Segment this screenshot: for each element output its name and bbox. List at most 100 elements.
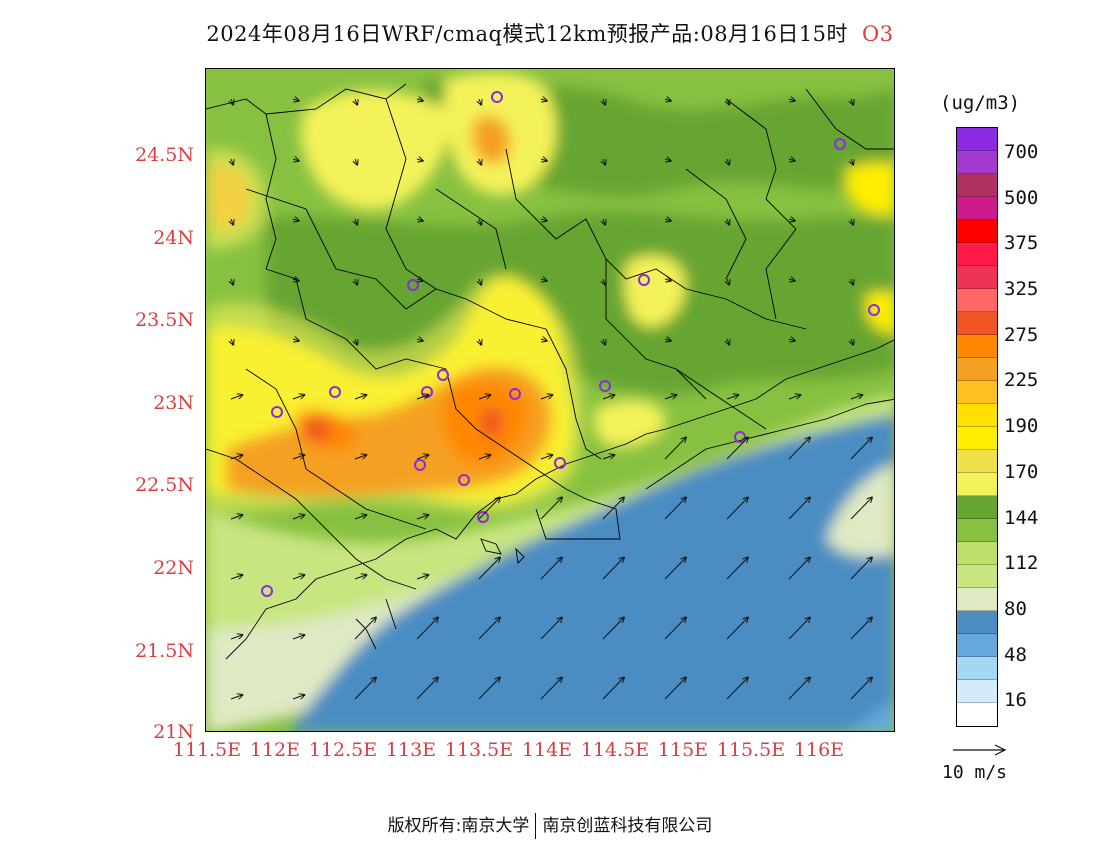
wind-vector: [540, 498, 562, 520]
legend-label: 500: [1004, 187, 1039, 209]
lat-label: 23N: [153, 392, 194, 414]
legend-label: 170: [1004, 461, 1039, 483]
legend-swatch: [957, 289, 997, 312]
wind-vector: [726, 558, 748, 580]
legend-swatch: [957, 519, 997, 542]
wind-vector: [850, 498, 872, 520]
wind-vector: [664, 395, 676, 400]
wind-vector: [416, 515, 428, 520]
wind-vector: [788, 558, 810, 580]
wind-vector: [292, 575, 304, 580]
field-yellow-east: [624, 255, 686, 327]
wind-vector: [851, 278, 853, 285]
coastline: [225, 339, 894, 660]
wind-vector: [727, 218, 729, 225]
wind-vector: [292, 279, 299, 281]
wind-vector: [603, 338, 605, 345]
lat-label: 24N: [153, 227, 194, 249]
map-panel[interactable]: [205, 68, 895, 732]
wind-vector: [602, 395, 614, 400]
wind-vector: [602, 618, 624, 640]
color-legend: [956, 127, 998, 727]
legend-label: 275: [1004, 324, 1039, 346]
legend-swatch: [957, 128, 997, 151]
lon-label: 114.5E: [580, 739, 650, 761]
wind-vector: [231, 98, 233, 105]
wind-vector: [664, 438, 686, 460]
wind-vector: [788, 279, 795, 281]
wind-vector: [726, 498, 748, 520]
wind-vector: [230, 575, 242, 580]
field-red-spot-2: [479, 408, 504, 438]
wind-vector: [664, 99, 671, 101]
wind-vector: [354, 395, 366, 400]
site-marker: [477, 511, 489, 523]
wind-vector: [479, 278, 481, 285]
wind-vector: [540, 219, 547, 221]
wind-vector: [354, 515, 366, 520]
wind-vector: [540, 455, 552, 460]
wind-vector: [478, 455, 490, 460]
wind-vector: [540, 279, 547, 281]
wind-vector: [603, 158, 605, 165]
wind-vector: [788, 395, 800, 400]
legend-swatch: [957, 358, 997, 381]
legend-label: 190: [1004, 415, 1039, 437]
lat-label: 21N: [153, 721, 194, 743]
wind-vector: [850, 438, 872, 460]
wind-vector: [788, 99, 795, 101]
wind-vector: [664, 618, 686, 640]
field-yellow-north: [300, 90, 449, 210]
wind-vector: [726, 678, 748, 700]
legend-label: 225: [1004, 369, 1039, 391]
legend-label: 325: [1004, 278, 1039, 300]
title-species: O3: [862, 22, 894, 46]
field-yellow-se: [594, 400, 666, 448]
wind-vector: [416, 159, 423, 161]
lat-label: 24.5N: [135, 144, 194, 166]
lat-label: 22N: [153, 557, 194, 579]
title-text: 2024年08月16日WRF/cmaq模式12km预报产品:08月16日15时: [206, 22, 849, 46]
wind-vector: [603, 98, 605, 105]
site-marker: [491, 91, 503, 103]
wind-vector: [664, 339, 671, 341]
wind-vector: [851, 338, 853, 345]
wind-vector: [727, 278, 729, 285]
wind-vector: [231, 278, 233, 285]
legend-label: 80: [1004, 598, 1027, 620]
wind-vector: [540, 159, 547, 161]
wind-vector: [664, 498, 686, 520]
wind-vector: [416, 219, 423, 221]
wind-vector: [230, 455, 242, 460]
wind-vector: [355, 98, 357, 105]
site-marker: [458, 474, 470, 486]
wind-vector: [292, 339, 299, 341]
wind-vector: [602, 455, 614, 460]
site-marker: [407, 279, 419, 291]
wind-vector: [788, 339, 795, 341]
legend-swatch: [957, 473, 997, 496]
site-marker: [261, 585, 273, 597]
wind-vector: [292, 695, 304, 700]
wind-vector: [603, 278, 605, 285]
wind-vector: [230, 695, 242, 700]
wind-vector: [292, 219, 299, 221]
wind-vector: [788, 438, 810, 460]
wind-vector: [850, 678, 872, 700]
wind-vector: [602, 558, 624, 580]
wind-vector: [231, 338, 233, 345]
legend-swatch: [957, 243, 997, 266]
site-marker: [414, 459, 426, 471]
field-sea-pale: [826, 464, 894, 557]
wind-vector: [851, 218, 853, 225]
legend-swatch: [957, 680, 997, 703]
field-yellow-west-edge: [206, 148, 266, 249]
wind-vector: [788, 498, 810, 520]
wind-vector: [292, 455, 304, 460]
lon-label: 113.5E: [444, 739, 514, 761]
wind-vector: [231, 158, 233, 165]
legend-swatch: [957, 588, 997, 611]
wind-vector: [478, 678, 500, 700]
wind-vector: [664, 159, 671, 161]
field-red-spot: [304, 418, 332, 441]
